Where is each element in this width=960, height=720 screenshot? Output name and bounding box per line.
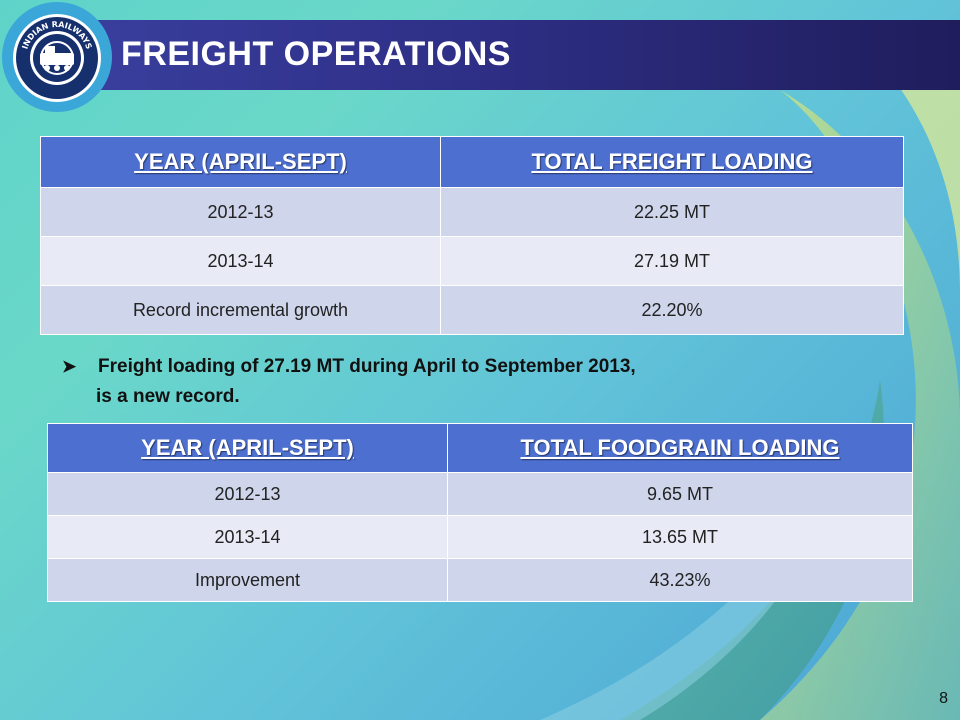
table-cell: 2013-14	[40, 236, 441, 286]
table-cell: Record incremental growth	[40, 285, 441, 335]
table-row: 2013-14 27.19 MT	[40, 236, 904, 286]
table-row: Improvement 43.23%	[47, 558, 913, 602]
table-cell: 9.65 MT	[447, 472, 913, 516]
table-row: 2013-14 13.65 MT	[47, 515, 913, 559]
table-row: 2012-13 9.65 MT	[47, 472, 913, 516]
title-bar	[70, 20, 960, 90]
foodgrain-loading-table: YEAR (APRIL-SEPT) TOTAL FOODGRAIN LOADIN…	[47, 423, 913, 602]
column-header-freight: TOTAL FREIGHT LOADING	[440, 136, 904, 188]
table-cell: 2013-14	[47, 515, 448, 559]
table-cell: 2012-13	[47, 472, 448, 516]
column-header-foodgrain: TOTAL FOODGRAIN LOADING	[447, 423, 913, 473]
indian-railways-logo-icon: INDIAN RAILWAYS	[13, 14, 101, 102]
column-header-year: YEAR (APRIL-SEPT)	[47, 423, 448, 473]
table-row: 2012-13 22.25 MT	[40, 187, 904, 237]
table-cell: 43.23%	[447, 558, 913, 602]
table-cell: 22.20%	[440, 285, 904, 335]
table-cell: Improvement	[47, 558, 448, 602]
freight-loading-table: YEAR (APRIL-SEPT) TOTAL FREIGHT LOADING …	[40, 136, 904, 335]
column-header-year: YEAR (APRIL-SEPT)	[40, 136, 441, 188]
table-row: Record incremental growth 22.20%	[40, 285, 904, 335]
table-cell: 13.65 MT	[447, 515, 913, 559]
table-header-row: YEAR (APRIL-SEPT) TOTAL FREIGHT LOADING	[40, 136, 904, 188]
table-cell: 22.25 MT	[440, 187, 904, 237]
table-header-row: YEAR (APRIL-SEPT) TOTAL FOODGRAIN LOADIN…	[47, 423, 913, 473]
note-line-2: is a new record.	[96, 386, 240, 407]
note-line-1: Freight loading of 27.19 MT during April…	[98, 356, 636, 377]
page-number: 8	[939, 690, 948, 707]
table-cell: 27.19 MT	[440, 236, 904, 286]
slide-title: FREIGHT OPERATIONS	[121, 35, 511, 73]
arrow-bullet-icon: ➤	[62, 357, 77, 376]
record-note: ➤ Freight loading of 27.19 MT during Apri…	[62, 352, 822, 412]
table-cell: 2012-13	[40, 187, 441, 237]
